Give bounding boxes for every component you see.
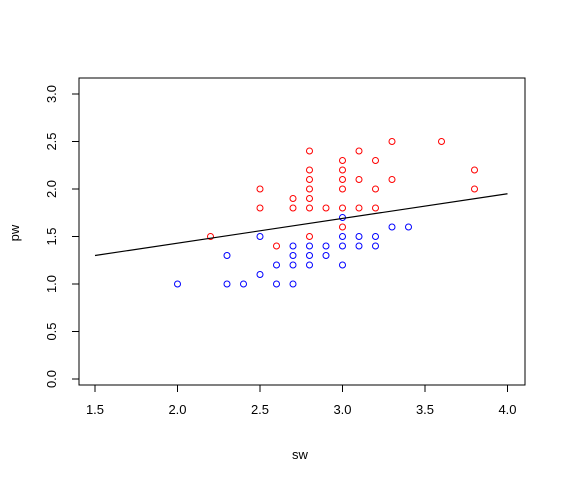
y-axis: 0.0 0.5 1.0 1.5 2.0 2.5 3.0 bbox=[44, 85, 80, 388]
data-point bbox=[339, 176, 346, 183]
y-tick-label: 2.5 bbox=[44, 132, 59, 150]
data-point bbox=[273, 261, 280, 269]
data-point bbox=[339, 261, 346, 269]
data-point bbox=[355, 176, 363, 183]
data-point bbox=[339, 185, 346, 193]
x-tick-label: 2.5 bbox=[251, 402, 269, 417]
regression-line bbox=[94, 193, 508, 257]
data-point bbox=[306, 176, 313, 183]
x-axis-label: sw bbox=[292, 447, 309, 462]
data-point bbox=[355, 233, 363, 240]
data-point bbox=[339, 214, 346, 221]
data-point bbox=[256, 185, 264, 193]
data-point bbox=[256, 204, 264, 212]
data-point bbox=[322, 204, 330, 212]
y-tick-label: 0.0 bbox=[44, 370, 59, 388]
data-point bbox=[174, 280, 181, 288]
data-point bbox=[372, 233, 379, 240]
data-point bbox=[438, 138, 445, 145]
data-point bbox=[405, 223, 412, 231]
data-point bbox=[223, 252, 231, 259]
x-tick-label: 4.0 bbox=[498, 402, 516, 417]
x-axis: 1.5 2.0 2.5 3.0 3.5 4.0 bbox=[86, 384, 517, 417]
data-point bbox=[372, 204, 379, 212]
data-point bbox=[273, 242, 280, 250]
data-point bbox=[273, 280, 280, 288]
data-point bbox=[289, 261, 297, 269]
data-point bbox=[306, 166, 313, 174]
regression-line-layer bbox=[94, 193, 508, 257]
plot-area bbox=[78, 77, 526, 386]
series-1 bbox=[174, 214, 412, 288]
y-axis-label: pw bbox=[7, 224, 22, 241]
data-point bbox=[306, 252, 313, 259]
data-point bbox=[256, 271, 264, 278]
data-point bbox=[339, 166, 346, 174]
data-point bbox=[306, 204, 313, 212]
data-point bbox=[355, 147, 363, 155]
data-point bbox=[388, 223, 396, 231]
y-tick-label: 1.5 bbox=[44, 227, 59, 245]
data-point bbox=[240, 280, 247, 288]
data-point bbox=[339, 157, 346, 164]
x-tick-label: 2.0 bbox=[168, 402, 186, 417]
x-tick-label: 1.5 bbox=[86, 402, 104, 417]
data-point bbox=[289, 195, 297, 202]
data-point bbox=[355, 204, 363, 212]
data-points bbox=[174, 138, 478, 288]
y-tick-label: 1.0 bbox=[44, 275, 59, 293]
data-point bbox=[339, 233, 346, 240]
x-tick-label: 3.5 bbox=[416, 402, 434, 417]
data-point bbox=[306, 185, 313, 193]
data-point bbox=[289, 204, 297, 212]
y-tick-label: 3.0 bbox=[44, 85, 59, 103]
data-point bbox=[372, 242, 379, 250]
data-point bbox=[223, 280, 231, 288]
data-point bbox=[289, 242, 297, 250]
data-point bbox=[256, 233, 264, 240]
x-tick-label: 3.0 bbox=[333, 402, 351, 417]
data-point bbox=[339, 223, 346, 231]
data-point bbox=[322, 242, 330, 250]
data-point bbox=[372, 157, 379, 164]
data-point bbox=[289, 280, 297, 288]
data-point bbox=[388, 176, 396, 183]
data-point bbox=[471, 185, 478, 193]
data-point bbox=[306, 242, 313, 250]
data-point bbox=[339, 242, 346, 250]
data-point bbox=[471, 166, 478, 174]
data-point bbox=[355, 242, 363, 250]
data-point bbox=[306, 195, 313, 202]
data-point bbox=[339, 204, 346, 212]
data-point bbox=[289, 252, 297, 259]
y-tick-label: 2.0 bbox=[44, 180, 59, 198]
plot-frame bbox=[78, 77, 526, 386]
series-0 bbox=[207, 138, 478, 250]
data-point bbox=[322, 252, 330, 259]
data-point bbox=[372, 185, 379, 193]
data-point bbox=[207, 233, 214, 240]
y-tick-label: 0.5 bbox=[44, 322, 59, 340]
data-point bbox=[306, 233, 313, 240]
data-point bbox=[306, 147, 313, 155]
data-point bbox=[306, 261, 313, 269]
data-point bbox=[388, 138, 396, 145]
